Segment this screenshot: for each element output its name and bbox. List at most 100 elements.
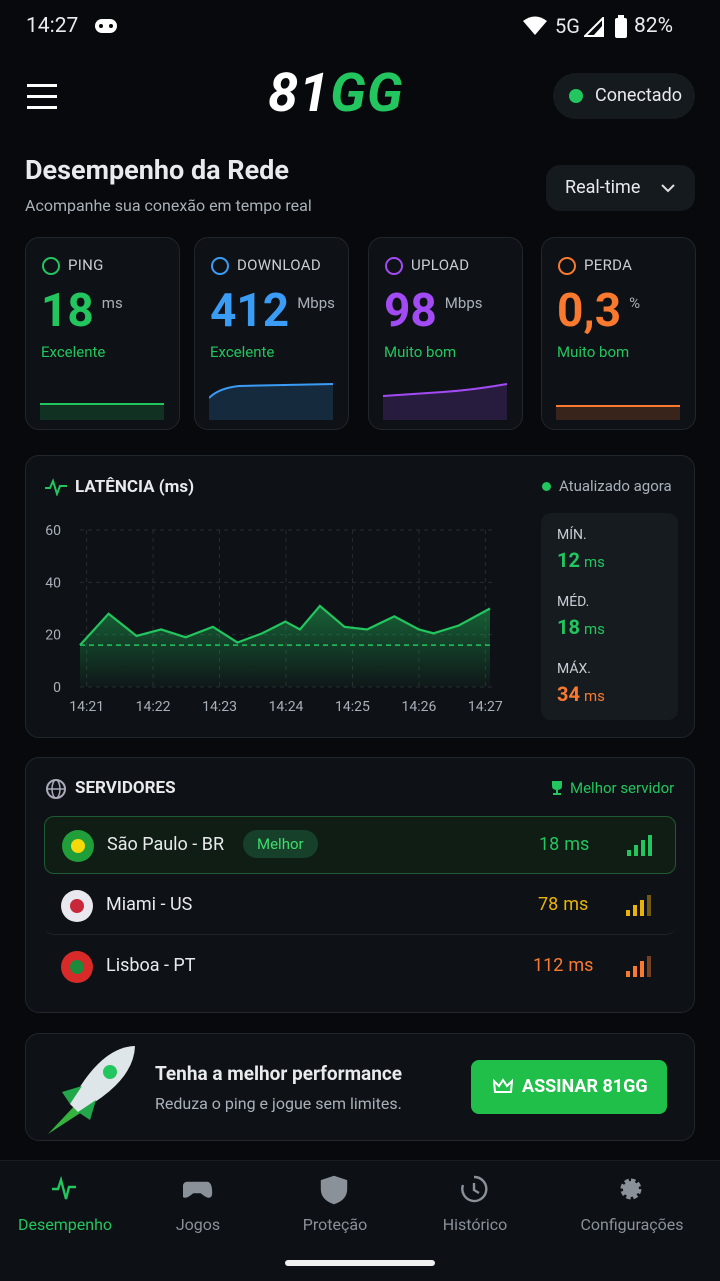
wifi-icon <box>523 16 547 35</box>
metric-unit: % <box>629 294 641 312</box>
server-name: São Paulo - BR <box>107 834 225 855</box>
element <box>99 24 103 28</box>
element <box>618 15 624 18</box>
metric-card: PING 18 ms Excelente <box>25 237 180 430</box>
y-tick-label: 60 <box>45 523 61 539</box>
element <box>27 106 57 109</box>
metric-label: PING <box>68 256 104 274</box>
metric-label: UPLOAD <box>411 256 470 274</box>
servers-title: SERVIDORES <box>75 778 176 798</box>
signal-bar <box>626 971 630 977</box>
sparkline <box>209 383 334 420</box>
stat-value-row: 18 ms <box>557 615 605 639</box>
element <box>109 24 113 28</box>
x-tick-label: 14:21 <box>69 699 104 715</box>
element <box>615 18 627 38</box>
stat-value: 18 <box>557 615 580 639</box>
flag <box>61 951 93 983</box>
metric-value-row: 18 ms <box>41 284 123 338</box>
nav-item[interactable]: Jogos <box>128 1175 268 1234</box>
logo-b: GG <box>330 62 404 125</box>
ping-row: 18 ms <box>539 834 589 855</box>
x-tick-label: 14:26 <box>401 699 436 715</box>
connection-pill[interactable]: Conectado <box>553 73 695 119</box>
metric-unit: Mbps <box>444 294 483 312</box>
sparkline <box>383 383 508 420</box>
nav-item[interactable]: Histórico <box>405 1175 545 1234</box>
x-tick-label: 14:24 <box>269 699 304 715</box>
element <box>95 19 117 33</box>
stat-unit: ms <box>583 553 605 571</box>
metric-icon <box>211 257 229 275</box>
signal-bar <box>641 840 645 856</box>
signal-bar <box>647 895 651 916</box>
range-select[interactable]: Real-time <box>546 165 695 211</box>
badge: Melhor <box>243 830 318 858</box>
signal-bar <box>627 850 631 856</box>
metric-rating: Muito bom <box>384 343 457 361</box>
ping-unit: ms <box>564 834 590 855</box>
stat-value-row: 12 ms <box>557 548 605 572</box>
metric-value: 0,3 <box>557 284 622 338</box>
element <box>27 95 57 98</box>
server-row[interactable]: Miami - US 78 ms <box>44 877 676 935</box>
battery: 82% <box>634 14 673 38</box>
best-server-link[interactable]: Melhor servidor <box>570 779 675 797</box>
spark-area <box>40 404 164 420</box>
flag-emblem <box>70 960 84 974</box>
nav-icon <box>620 1178 642 1200</box>
stat-unit: ms <box>583 687 605 705</box>
element <box>27 84 57 87</box>
nav-item[interactable]: Configurações <box>562 1175 702 1234</box>
sparkline <box>556 405 680 420</box>
metric-icon <box>558 257 576 275</box>
logo: 81GG <box>268 62 404 125</box>
metric-icon <box>385 257 403 275</box>
nav-item[interactable]: Desempenho <box>0 1175 135 1234</box>
stat-value: 12 <box>557 548 580 572</box>
subscribe-label: ASSINAR 81GG <box>522 1076 648 1097</box>
spark-line <box>209 383 334 399</box>
stats-panel: MÍN. 12 ms MÉD. 18 ms MÁX. 34 ms <box>541 513 678 720</box>
metric-value: 412 <box>210 284 290 338</box>
signal-bar <box>647 956 651 977</box>
spark-area <box>556 406 680 420</box>
signal-icon <box>584 17 604 37</box>
metric-label: DOWNLOAD <box>237 256 321 274</box>
flag-emblem <box>71 839 85 853</box>
nav-icon-shape <box>620 1178 642 1200</box>
element <box>45 478 67 496</box>
subscribe-button[interactable]: ASSINAR 81GG <box>471 1060 667 1114</box>
nav-item[interactable]: Proteção <box>265 1175 405 1234</box>
live-dot <box>542 482 551 491</box>
logo-a: 81 <box>268 62 331 125</box>
promo-title: Tenha a melhor performance <box>155 1062 403 1085</box>
globe-icon <box>46 779 66 799</box>
menu-button[interactable] <box>27 84 59 110</box>
flag-emblem <box>70 899 84 913</box>
sparkline <box>40 403 164 420</box>
chevron <box>661 184 675 193</box>
metric-value: 98 <box>384 284 437 338</box>
metric-rating: Excelente <box>210 343 275 361</box>
metric-rating: Excelente <box>41 343 106 361</box>
metric-value: 18 <box>41 284 94 338</box>
server-row[interactable]: Lisboa - PT 112 ms <box>44 938 676 996</box>
icon-ring <box>558 257 576 275</box>
server-name: Lisboa - PT <box>106 955 196 976</box>
latency-card: LATÊNCIA (ms) Atualizado agora MÍN. 12 ms M… <box>25 455 695 738</box>
nav-label: Configurações <box>580 1215 684 1234</box>
server-name: Miami - US <box>106 894 193 915</box>
metric-icon <box>42 257 60 275</box>
x-tick-label: 14:27 <box>468 699 503 715</box>
server-row[interactable]: São Paulo - BR Melhor 18 ms <box>44 816 676 874</box>
element <box>62 1086 96 1120</box>
x-tick-label: 14:25 <box>335 699 370 715</box>
icon-ring <box>385 257 403 275</box>
metric-unit: ms <box>101 294 123 312</box>
flag <box>61 890 93 922</box>
nav-label: Jogos <box>175 1215 221 1234</box>
metric-value-row: 98 Mbps <box>384 284 482 338</box>
nav-icon-shape <box>52 1175 76 1200</box>
